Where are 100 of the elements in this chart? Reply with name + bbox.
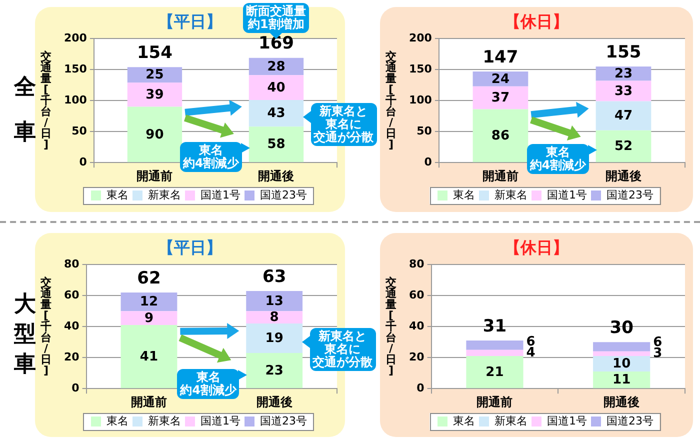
legend-label: 新東名	[494, 188, 528, 202]
legend-label: 国道1号	[200, 414, 240, 428]
x-tick-label: 開通前	[482, 168, 518, 183]
y-tick-label: 60	[64, 288, 80, 302]
x-tick-label: 開通後	[605, 168, 642, 183]
annotation: 東名約4割減少	[526, 144, 590, 174]
x-tick-label: 開通前	[476, 394, 513, 409]
text: 交通量[千台/日]	[386, 276, 396, 378]
total-label: 62	[137, 268, 161, 288]
data-label: 21	[486, 364, 504, 380]
data-label: 37	[491, 90, 510, 106]
legend-label: 東名	[106, 188, 128, 202]
legend-label: 国道23号	[260, 188, 307, 202]
y-tick-label: 20	[64, 350, 80, 364]
x-tick-label: 開通前	[136, 168, 173, 183]
y-tick-label: 40	[408, 319, 425, 332]
y-tick-label: 150	[408, 62, 432, 76]
x-tick-label: 開通後	[256, 394, 292, 409]
data-label: 8	[270, 310, 279, 326]
chart-title: 【休日】	[504, 12, 568, 33]
total-label: 31	[482, 316, 507, 336]
bar	[593, 342, 650, 352]
legend-label: 新東名	[494, 414, 528, 428]
y-tick-label: 40	[64, 319, 80, 332]
legend-label: 国道23号	[606, 188, 654, 202]
x-tick-label: 開通後	[604, 394, 640, 409]
text: 交通量[千台/日]	[386, 50, 396, 152]
y-tick-label: 80	[64, 257, 80, 270]
y-tick-label: 60	[408, 288, 425, 302]
legend-label: 国道1号	[547, 414, 587, 428]
bar	[466, 350, 524, 356]
y-tick-label: 150	[64, 62, 88, 76]
annotation: 新東名と東名に交通が分散	[310, 102, 377, 146]
annotation: 新東名と東名に交通が分散	[310, 328, 376, 371]
total-label: 169	[258, 34, 294, 54]
data-label: 12	[140, 294, 158, 310]
bar	[120, 325, 178, 388]
total-label: 154	[136, 43, 173, 64]
chart-title: 【平日】	[158, 238, 222, 259]
y-tick-label: 20	[408, 350, 425, 364]
legend-label: 新東名	[148, 188, 181, 202]
data-label: 9	[144, 310, 154, 326]
legend-label: 新東名	[148, 414, 181, 428]
total-label: 63	[262, 266, 286, 287]
data-label: 28	[267, 59, 286, 74]
data-label: 90	[146, 127, 164, 142]
text: 交通量[千台/日]	[40, 276, 52, 378]
data-label: 25	[146, 68, 164, 83]
data-label: 43	[267, 106, 286, 122]
total-label: 147	[482, 47, 518, 68]
data-label: 23	[265, 363, 284, 378]
legend-label: 東名	[453, 414, 475, 428]
bar	[466, 356, 524, 388]
legend-label: 国道23号	[260, 414, 307, 428]
y-tick-label: 50	[416, 124, 432, 138]
y-tick-label: 0	[79, 155, 88, 168]
text: 断面交通量約1割増加	[243, 2, 310, 33]
legend-label: 国道1号	[200, 188, 240, 202]
y-tick-label: 0	[424, 155, 432, 168]
data-label: 4	[526, 345, 536, 360]
annotation: 東名約4割減少	[177, 368, 240, 399]
bar	[120, 311, 178, 326]
legend-label: 国道23号	[606, 414, 654, 428]
data-label: 86	[491, 128, 510, 144]
bar	[593, 372, 650, 388]
x-tick-label: 開通後	[258, 168, 294, 183]
data-label: 13	[265, 294, 284, 309]
chart-title: 【休日】	[504, 238, 568, 259]
total-label: 30	[610, 318, 634, 338]
annotation: 東名約4割減少	[180, 142, 242, 172]
data-label: 41	[140, 349, 158, 364]
x-tick-label: 開通前	[130, 394, 167, 409]
text: 大型車	[13, 291, 37, 379]
bar	[593, 351, 650, 356]
text: 交通量[千台/日]	[40, 50, 52, 152]
bar	[127, 106, 182, 162]
bar	[246, 290, 303, 312]
data-label: 11	[612, 372, 631, 388]
data-label: 40	[267, 80, 286, 96]
y-tick-label: 200	[64, 31, 88, 44]
text: 全車	[13, 74, 37, 146]
y-tick-label: 50	[72, 124, 88, 138]
y-tick-label: 0	[72, 381, 80, 394]
y-tick-label: 0	[416, 381, 425, 394]
data-label: 47	[614, 108, 633, 124]
data-label: 33	[614, 84, 633, 99]
data-label: 10	[612, 356, 631, 372]
chart-title: 【平日】	[158, 12, 222, 33]
total-label: 155	[606, 42, 642, 62]
bar	[472, 109, 528, 162]
bar	[472, 86, 528, 110]
legend-label: 東名	[106, 414, 128, 428]
bar	[596, 101, 652, 130]
data-label: 24	[491, 72, 510, 87]
legend-label: 東名	[453, 188, 475, 202]
y-tick-label: 80	[408, 257, 425, 270]
data-label: 23	[614, 66, 633, 82]
data-label: 39	[146, 88, 164, 103]
y-tick-label: 200	[408, 31, 432, 44]
y-tick-label: 100	[64, 93, 88, 106]
